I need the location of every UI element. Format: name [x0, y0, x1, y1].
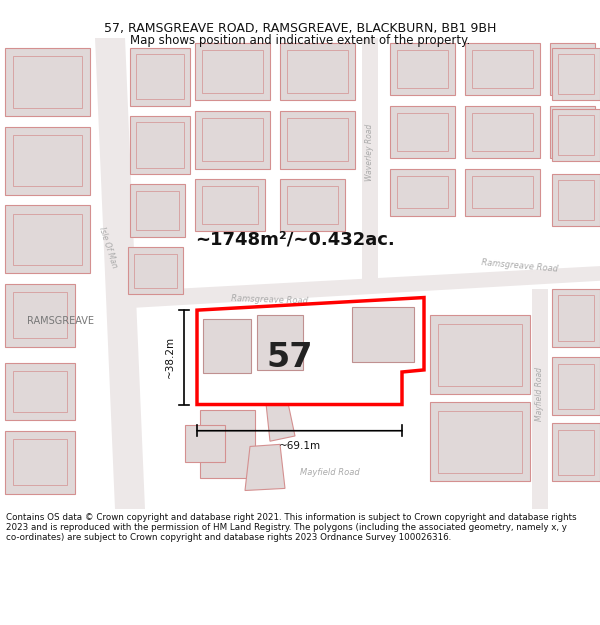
- Polygon shape: [352, 307, 414, 361]
- Polygon shape: [257, 316, 303, 370]
- Text: ~38.2m: ~38.2m: [165, 336, 175, 378]
- Polygon shape: [5, 127, 90, 195]
- Polygon shape: [5, 362, 75, 420]
- Polygon shape: [390, 169, 455, 216]
- Polygon shape: [5, 205, 90, 274]
- Polygon shape: [280, 111, 355, 169]
- Polygon shape: [465, 106, 540, 158]
- Text: Waverley Road: Waverley Road: [365, 124, 374, 181]
- Polygon shape: [95, 38, 145, 509]
- Polygon shape: [197, 298, 424, 404]
- Polygon shape: [195, 42, 270, 101]
- Polygon shape: [128, 248, 183, 294]
- Polygon shape: [552, 174, 600, 226]
- Text: Contains OS data © Crown copyright and database right 2021. This information is : Contains OS data © Crown copyright and d…: [6, 512, 577, 542]
- Polygon shape: [5, 284, 75, 347]
- Polygon shape: [245, 444, 285, 491]
- Polygon shape: [552, 109, 600, 161]
- Polygon shape: [465, 169, 540, 216]
- Text: Mayfield Road: Mayfield Road: [536, 367, 545, 421]
- Polygon shape: [430, 316, 530, 394]
- Text: 57, RAMSGREAVE ROAD, RAMSGREAVE, BLACKBURN, BB1 9BH: 57, RAMSGREAVE ROAD, RAMSGREAVE, BLACKBU…: [104, 22, 496, 35]
- Polygon shape: [552, 289, 600, 347]
- Polygon shape: [203, 319, 251, 373]
- Polygon shape: [550, 42, 595, 95]
- Polygon shape: [200, 410, 255, 478]
- Polygon shape: [195, 179, 265, 231]
- Polygon shape: [550, 106, 595, 158]
- Polygon shape: [390, 42, 455, 95]
- Polygon shape: [5, 431, 75, 494]
- Polygon shape: [130, 116, 190, 174]
- Polygon shape: [185, 426, 225, 462]
- Text: 57: 57: [267, 341, 313, 374]
- Polygon shape: [130, 48, 190, 106]
- Text: Map shows position and indicative extent of the property.: Map shows position and indicative extent…: [130, 34, 470, 48]
- Text: Isle Of Man: Isle Of Man: [97, 226, 119, 269]
- Text: ~1748m²/~0.432ac.: ~1748m²/~0.432ac.: [195, 231, 395, 249]
- Polygon shape: [5, 48, 90, 116]
- Text: Ramsgreave Road: Ramsgreave Road: [232, 294, 308, 306]
- Text: RAMSGREAVE: RAMSGREAVE: [26, 316, 94, 326]
- Polygon shape: [465, 42, 540, 95]
- Polygon shape: [130, 266, 600, 308]
- Polygon shape: [390, 106, 455, 158]
- Polygon shape: [362, 38, 378, 289]
- Polygon shape: [552, 423, 600, 481]
- Text: Ramsgreave Road: Ramsgreave Road: [481, 258, 559, 274]
- Text: ~69.1m: ~69.1m: [278, 441, 320, 451]
- Polygon shape: [552, 48, 600, 101]
- Polygon shape: [430, 402, 530, 481]
- Polygon shape: [532, 289, 548, 509]
- Text: Mayfield Road: Mayfield Road: [300, 468, 360, 477]
- Polygon shape: [552, 357, 600, 415]
- Polygon shape: [265, 389, 295, 441]
- Polygon shape: [280, 179, 345, 231]
- Polygon shape: [130, 184, 185, 237]
- Polygon shape: [195, 111, 270, 169]
- Polygon shape: [280, 42, 355, 101]
